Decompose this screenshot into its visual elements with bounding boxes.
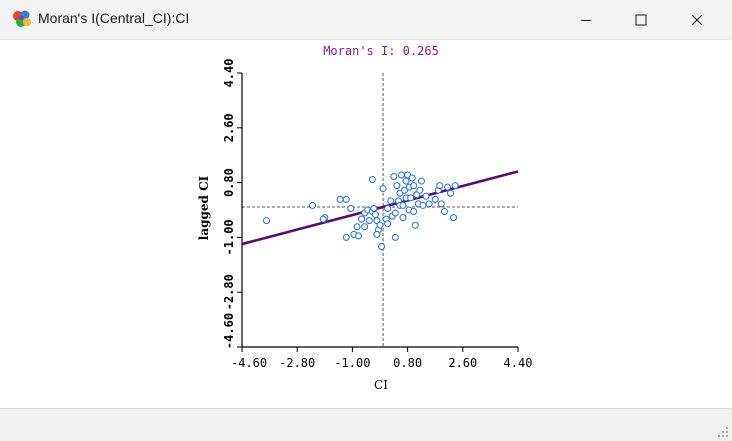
maximize-icon (635, 14, 647, 26)
data-point (319, 215, 327, 223)
data-point (371, 211, 379, 219)
data-point (417, 177, 425, 185)
data-point (410, 182, 418, 190)
data-point (419, 201, 427, 209)
y-tick-label: -4.60 (222, 313, 236, 349)
resize-grip-icon[interactable] (717, 426, 729, 438)
data-point (368, 176, 376, 184)
data-point (425, 200, 433, 208)
data-point (440, 208, 448, 216)
data-point (408, 174, 416, 182)
data-point (384, 204, 392, 212)
y-tick-label: -2.80 (222, 274, 236, 310)
data-point (361, 223, 369, 231)
data-point (387, 197, 395, 205)
x-tick-label: -4.60 (231, 356, 267, 370)
data-point (451, 182, 459, 190)
y-axis-label: lagged CI (197, 175, 211, 240)
data-point (373, 230, 381, 238)
data-point (353, 223, 361, 231)
axes (241, 73, 518, 348)
maximize-button[interactable] (618, 0, 664, 40)
y-tick-label: 4.40 (222, 59, 236, 88)
data-point (309, 201, 317, 209)
window-title: Moran's I(Central_CI):CI (38, 10, 190, 26)
data-point (450, 214, 458, 222)
data-point (384, 220, 392, 228)
data-point (399, 201, 407, 209)
data-point (402, 177, 410, 185)
data-point (391, 209, 399, 217)
moran-scatter-plot[interactable]: Moran's I: 0.265 -4.60 -2.80 -1.00 0.80 2.60… (0, 40, 732, 408)
geoda-app-icon (13, 10, 31, 27)
data-point (407, 194, 415, 202)
data-point (416, 186, 424, 194)
plot-area[interactable]: Moran's I: 0.265 -4.60 -2.80 -1.00 0.80 2.60… (0, 40, 732, 408)
x-tick-label: 4.40 (504, 356, 533, 370)
data-point (358, 215, 366, 223)
status-bar (0, 408, 732, 441)
reference-lines (242, 73, 518, 347)
y-axis-ticks: -4.60 -2.80 -1.00 0.80 2.60 4.40 (222, 59, 242, 349)
data-point (370, 204, 378, 212)
regression-line-group (241, 170, 519, 246)
data-point (263, 217, 271, 225)
data-point (393, 182, 401, 190)
x-tick-label: -1.00 (334, 356, 370, 370)
x-tick-label: 0.80 (393, 356, 422, 370)
data-point (399, 214, 407, 222)
data-point (365, 217, 373, 225)
chart-title: Moran's I: 0.265 (323, 44, 439, 58)
data-point (447, 189, 455, 197)
y-tick-label: 2.60 (222, 113, 236, 142)
data-point (355, 232, 363, 240)
data-points (263, 171, 459, 251)
data-point (336, 195, 344, 203)
title-bar[interactable]: Moran's I(Central_CI):CI (0, 0, 732, 40)
data-point (397, 171, 405, 179)
data-point (347, 204, 355, 212)
data-point (390, 173, 398, 181)
minimize-button[interactable] (563, 0, 609, 40)
data-point (376, 221, 384, 229)
data-point (431, 195, 439, 203)
data-point (342, 195, 350, 203)
data-point (342, 233, 350, 241)
x-tick-label: -2.80 (279, 356, 315, 370)
y-tick-label: -1.00 (222, 219, 236, 255)
x-axis-label: CI (374, 378, 388, 392)
y-tick-label: 0.80 (222, 168, 236, 197)
data-point (422, 192, 430, 200)
regression-line (241, 170, 519, 246)
data-point (410, 208, 418, 216)
data-point (391, 233, 399, 241)
data-point (437, 200, 445, 208)
data-point (443, 183, 451, 191)
close-icon (691, 14, 703, 26)
x-tick-label: 2.60 (448, 356, 477, 370)
x-axis-ticks: -4.60 -2.80 -1.00 0.80 2.60 4.40 (231, 347, 532, 370)
data-point (379, 185, 387, 193)
data-point (436, 182, 444, 190)
minimize-icon (581, 20, 591, 21)
close-button[interactable] (674, 0, 720, 40)
data-point (411, 221, 419, 229)
data-point (378, 243, 386, 251)
